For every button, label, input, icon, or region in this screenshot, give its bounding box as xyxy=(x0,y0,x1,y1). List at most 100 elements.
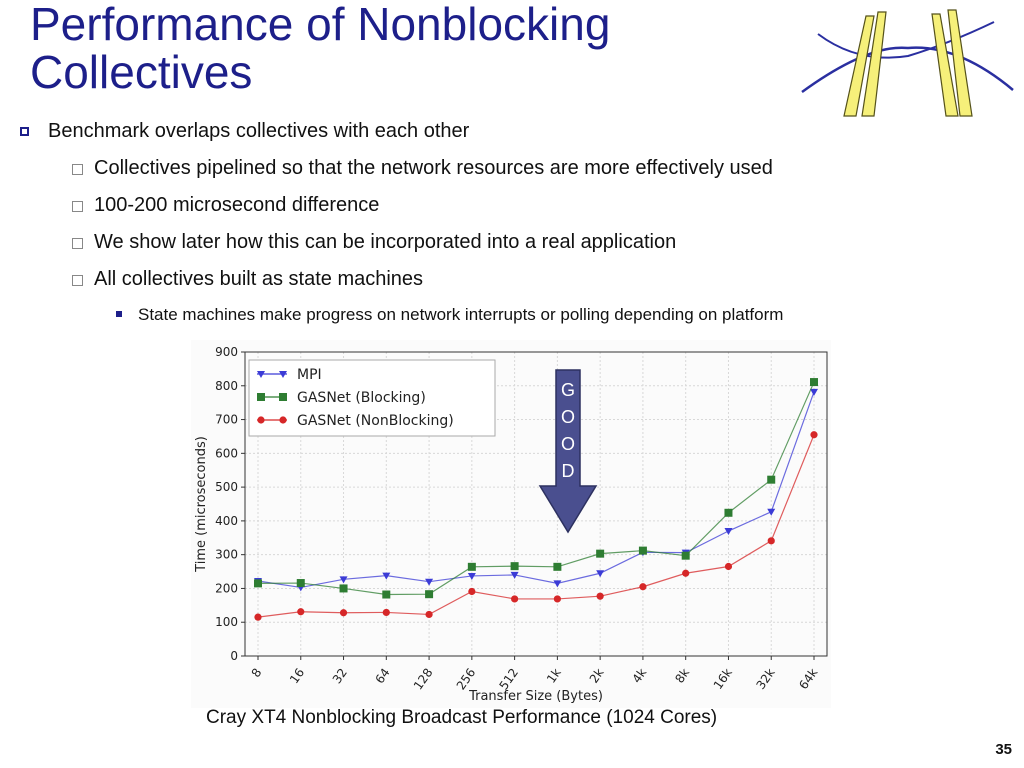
good-arrow: G O O D xyxy=(538,369,598,534)
chart-series xyxy=(254,378,818,621)
data-point xyxy=(810,388,818,396)
data-point xyxy=(382,572,391,580)
down-arrow-icon xyxy=(538,369,598,534)
data-point xyxy=(467,562,476,571)
series-line xyxy=(257,434,815,618)
arrow-letter: G xyxy=(561,380,575,400)
x-tick-label: 2k xyxy=(587,666,607,686)
data-point xyxy=(596,592,604,600)
legend-label: MPI xyxy=(297,367,322,383)
bullet-text: Collectives pipelined so that the networ… xyxy=(94,157,773,179)
arrow-letter: D xyxy=(562,461,575,481)
data-point xyxy=(810,431,818,439)
data-point xyxy=(339,609,348,617)
title-line-1: Performance of Nonblocking xyxy=(30,0,611,50)
data-point xyxy=(382,608,390,617)
data-point xyxy=(639,583,647,591)
data-point xyxy=(553,580,562,588)
data-point xyxy=(425,610,433,619)
data-point xyxy=(279,393,287,401)
bullet-text: State machines make progress on network … xyxy=(138,305,784,324)
bullet-item: All collectives built as state machines xyxy=(72,268,424,291)
bullet-item: 100-200 microsecond difference xyxy=(72,194,380,217)
bullet-item: Benchmark overlaps collectives with each… xyxy=(20,120,470,143)
bridge-logo xyxy=(801,9,1014,117)
data-point xyxy=(257,393,265,401)
bullet-text: All collectives built as state machines xyxy=(94,268,424,290)
data-point xyxy=(767,508,776,516)
data-point xyxy=(638,546,647,555)
y-axis-ticks: 0 100 200 300 400 500 600 700 800 900 xyxy=(215,345,245,663)
filled-square-bullet-icon xyxy=(116,311,122,317)
y-axis-label: Time (microseconds) xyxy=(194,436,209,573)
y-tick-label: 800 xyxy=(215,379,238,393)
bullet-text: We show later how this can be incorporat… xyxy=(94,231,677,253)
hollow-square-bullet-icon xyxy=(72,201,83,212)
data-point xyxy=(467,572,476,580)
data-point xyxy=(257,371,265,378)
y-tick-label: 600 xyxy=(215,446,238,460)
y-tick-label: 400 xyxy=(215,514,238,528)
data-point xyxy=(254,613,262,621)
y-tick-label: 200 xyxy=(215,581,238,595)
title-line-2: Collectives xyxy=(30,46,253,98)
data-point xyxy=(425,578,434,586)
bullet-text: 100-200 microsecond difference xyxy=(94,194,380,216)
legend-label: GASNet (NonBlocking) xyxy=(297,413,454,429)
y-tick-label: 700 xyxy=(215,413,238,427)
series-2 xyxy=(254,431,818,621)
y-tick-label: 500 xyxy=(215,480,238,494)
chart-legend: MPI GASNet (Blocking) GASNet (NonBlocking) xyxy=(248,359,496,437)
data-point xyxy=(596,549,605,558)
data-point xyxy=(257,416,265,424)
page-number: 35 xyxy=(995,741,1012,758)
data-point xyxy=(279,416,287,424)
data-point xyxy=(425,590,434,599)
hollow-square-bullet-icon xyxy=(72,164,83,175)
x-tick-label: 8k xyxy=(672,666,692,686)
y-tick-label: 0 xyxy=(230,649,238,663)
bullet-text: Benchmark overlaps collectives with each… xyxy=(48,120,470,142)
bullet-item: State machines make progress on network … xyxy=(116,305,784,325)
x-tick-label: 1k xyxy=(544,666,564,686)
hollow-square-bullet-icon xyxy=(20,127,29,136)
y-tick-label: 300 xyxy=(215,548,238,562)
data-point xyxy=(382,590,391,599)
data-point xyxy=(339,576,348,584)
data-point xyxy=(810,378,818,387)
x-axis-label: Transfer Size (Bytes) xyxy=(468,689,603,704)
legend-label: GASNet (Blocking) xyxy=(297,390,426,406)
data-point xyxy=(681,551,690,560)
x-tick-label: 4k xyxy=(630,666,650,686)
data-point xyxy=(510,571,519,579)
hollow-square-bullet-icon xyxy=(72,275,83,286)
data-point xyxy=(339,584,348,593)
y-tick-label: 100 xyxy=(215,615,238,629)
data-point xyxy=(596,570,605,578)
series-1 xyxy=(254,378,818,599)
data-point xyxy=(254,579,262,588)
data-point xyxy=(553,562,562,571)
legend-box xyxy=(248,359,496,437)
data-point xyxy=(510,562,519,571)
arrow-letter: O xyxy=(561,434,575,454)
data-point xyxy=(296,579,305,588)
data-point xyxy=(724,508,733,517)
y-tick-label: 900 xyxy=(215,345,238,359)
data-point xyxy=(553,595,561,603)
arrow-letter: O xyxy=(561,407,575,427)
data-point xyxy=(682,569,690,577)
chart-caption: Cray XT4 Nonblocking Broadcast Performan… xyxy=(206,707,718,728)
series-line xyxy=(257,381,815,596)
data-point xyxy=(767,475,776,484)
bullet-item: Collectives pipelined so that the networ… xyxy=(72,157,773,180)
plot-frame xyxy=(244,351,828,657)
data-point xyxy=(297,608,305,616)
data-point xyxy=(279,371,287,378)
data-point xyxy=(468,587,476,596)
data-point xyxy=(724,562,733,571)
series-line xyxy=(257,391,815,589)
bullet-item: We show later how this can be incorporat… xyxy=(72,231,677,254)
data-point xyxy=(724,528,733,536)
data-point xyxy=(511,595,519,603)
